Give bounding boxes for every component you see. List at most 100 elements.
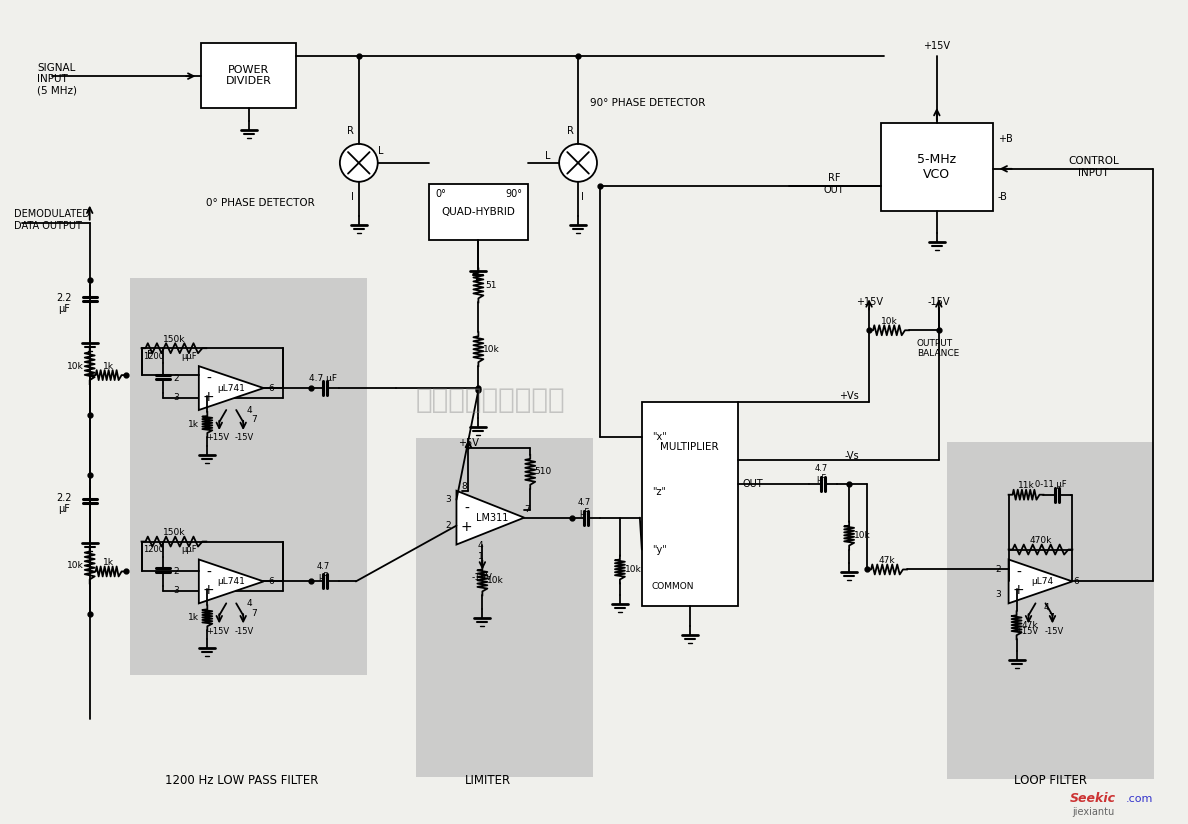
Text: 4: 4 [246,599,252,608]
Polygon shape [1009,559,1073,603]
Text: 10k: 10k [880,316,897,325]
Text: SIGNAL: SIGNAL [37,63,75,73]
Text: μμF: μμF [182,352,197,361]
Text: 7: 7 [1049,613,1054,622]
Text: 5-MHz
VCO: 5-MHz VCO [917,152,956,180]
Text: +B: +B [998,134,1012,144]
Text: "y": "y" [652,545,666,555]
Bar [947,442,1154,779]
Text: μL741: μL741 [217,384,245,392]
Text: 470k: 470k [1029,536,1051,545]
Text: INPUT: INPUT [37,74,68,84]
Text: MULTIPLIER: MULTIPLIER [661,442,719,452]
Text: 90°: 90° [506,189,523,199]
Text: 0° PHASE DETECTOR: 0° PHASE DETECTOR [207,198,315,208]
Text: Seekic: Seekic [1070,792,1117,805]
Circle shape [340,144,378,182]
Text: 4.7
μF: 4.7 μF [815,464,828,484]
Circle shape [560,144,598,182]
Text: μμF: μμF [182,545,197,554]
Text: -15V: -15V [472,573,493,582]
Bar [416,438,593,777]
Text: 6: 6 [268,384,274,392]
Text: 2: 2 [173,373,179,382]
Text: 1200: 1200 [143,352,164,361]
Text: OUT: OUT [823,185,845,194]
Text: OUT: OUT [742,480,763,489]
Text: 10k: 10k [68,561,84,570]
Text: RF: RF [828,173,840,183]
Text: 150k: 150k [163,528,185,537]
Text: -Vs: -Vs [845,451,859,461]
Bar [429,184,529,240]
Text: 10k: 10k [68,362,84,371]
Text: .com: .com [1126,794,1154,803]
Text: 2.2: 2.2 [56,493,71,503]
Text: I: I [352,192,354,202]
Bar [201,43,296,108]
Text: 4.7 μF: 4.7 μF [309,373,337,382]
Bar [642,402,738,606]
Text: POWER
DIVIDER: POWER DIVIDER [226,65,272,87]
Text: 6: 6 [1074,577,1079,586]
Text: +: + [1012,583,1024,597]
Text: -B: -B [998,192,1007,202]
Text: INPUT: INPUT [1078,168,1108,178]
Text: 1200: 1200 [143,545,164,554]
Polygon shape [198,559,264,603]
Text: "z": "z" [652,487,665,497]
Text: 10k: 10k [484,344,500,353]
Text: 1k: 1k [103,558,114,567]
Text: 10k: 10k [625,565,642,574]
Text: 4: 4 [246,405,252,414]
Text: -15V: -15V [1044,627,1064,636]
Text: +15V: +15V [855,297,883,307]
Text: (5 MHz): (5 MHz) [37,85,77,95]
Text: 10k: 10k [854,531,871,540]
Text: 150k: 150k [163,335,185,344]
Text: 7: 7 [524,505,530,514]
Text: 510: 510 [535,467,551,476]
Text: -15V: -15V [928,297,950,307]
Text: 0-11 μF: 0-11 μF [1035,480,1067,489]
Text: -: - [1016,565,1020,579]
Text: 2: 2 [996,565,1001,574]
Text: DEMODULATED: DEMODULATED [14,208,90,218]
Text: 11k: 11k [1018,481,1035,490]
Text: 4: 4 [478,541,484,550]
Text: 4.7
μF: 4.7 μF [577,498,590,517]
Text: -15V: -15V [234,433,254,442]
Text: +15V: +15V [206,433,229,442]
Text: QUAD-HYBRID: QUAD-HYBRID [442,207,516,217]
Text: 3: 3 [173,392,179,401]
Text: OUTPUT
BALANCE: OUTPUT BALANCE [917,339,959,358]
Text: 2: 2 [173,567,179,576]
Text: 1200 Hz LOW PASS FILTER: 1200 Hz LOW PASS FILTER [164,775,318,787]
Text: μL74: μL74 [1031,577,1054,586]
Text: 7: 7 [252,609,257,618]
Text: +Vs: +Vs [840,391,859,401]
Text: -: - [465,502,469,516]
Text: 2.2: 2.2 [56,293,71,303]
Text: jiexiantu: jiexiantu [1073,807,1114,817]
Text: F: F [146,350,152,360]
Text: 1: 1 [478,552,484,561]
Polygon shape [198,366,264,410]
Text: 4: 4 [1043,603,1049,612]
Text: 47k: 47k [1022,620,1038,630]
Text: +: + [203,390,215,404]
Text: 2: 2 [446,521,451,530]
Text: 1k: 1k [188,420,198,429]
Text: μF: μF [58,304,70,314]
Text: R: R [347,126,354,136]
Text: +: + [203,583,215,597]
Text: L: L [545,151,551,161]
Text: "x": "x" [652,432,666,442]
Bar [881,123,993,211]
Text: 90° PHASE DETECTOR: 90° PHASE DETECTOR [590,98,706,108]
Text: 3: 3 [996,590,1001,599]
Text: L: L [378,146,384,156]
Text: 0°: 0° [435,189,446,199]
Text: 8: 8 [462,482,467,491]
Text: LM311: LM311 [476,513,508,522]
